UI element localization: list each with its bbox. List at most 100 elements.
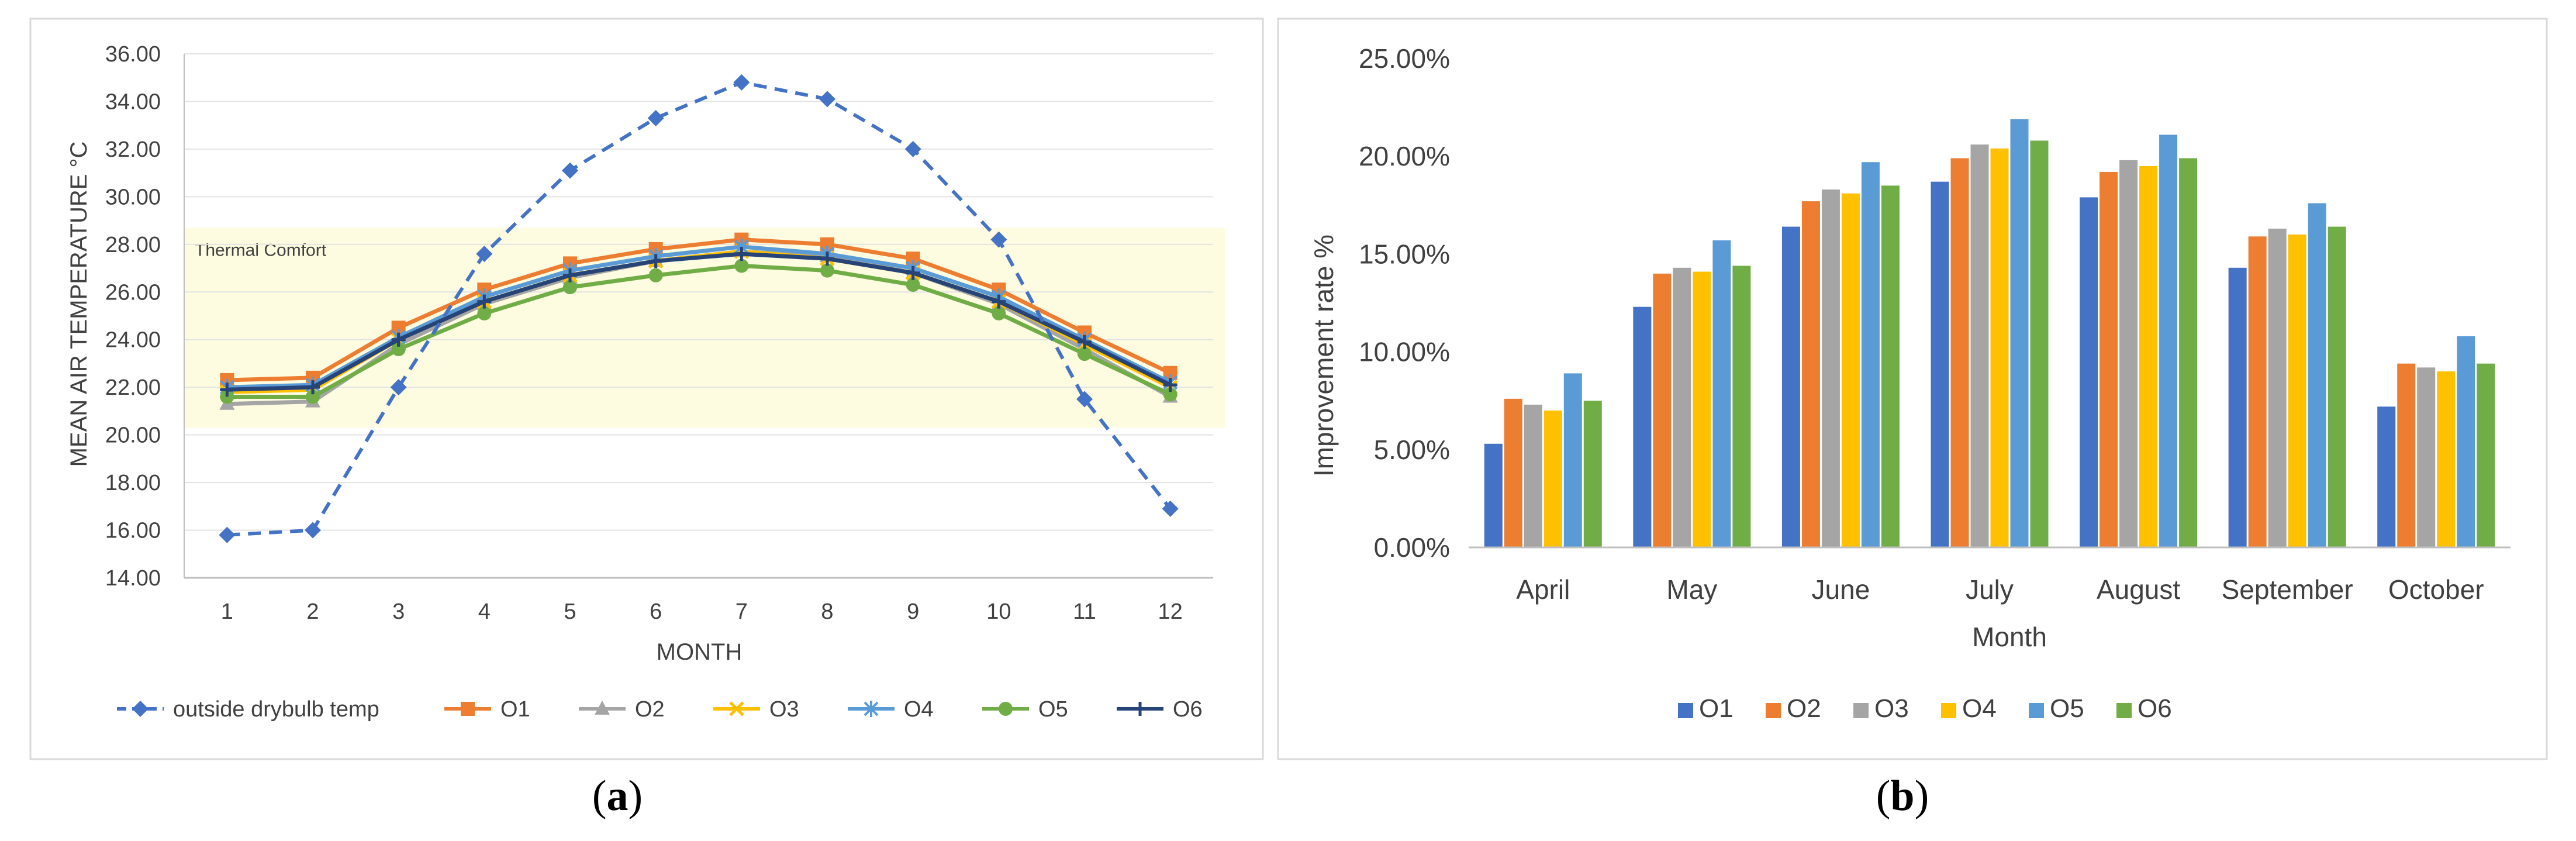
- thermal-comfort-label: Thermal Comfort: [195, 240, 327, 260]
- bar: [2139, 166, 2158, 547]
- bar: [1931, 181, 1949, 547]
- bar: [2457, 336, 2475, 547]
- data-point: [648, 254, 663, 268]
- series-line: [227, 251, 1172, 392]
- chart-a-xtick: 11: [1073, 599, 1096, 624]
- bar: [1543, 410, 1562, 547]
- data-point: [220, 382, 234, 397]
- chart-b-ytick: 10.00%: [1359, 337, 1450, 367]
- bar: [1673, 267, 1691, 547]
- bar-group-october: [2377, 336, 2495, 547]
- chart-b-xtick: May: [1666, 574, 1717, 605]
- bar: [2228, 267, 2247, 547]
- data-point: [476, 246, 493, 263]
- bar: [1801, 201, 1820, 547]
- bar: [1861, 162, 1880, 547]
- bar: [2248, 236, 2267, 548]
- chart-b-ytick: 25.00%: [1359, 43, 1450, 74]
- chart-a-xtick: 12: [1158, 599, 1183, 624]
- legend-label: O4: [904, 697, 934, 722]
- legend-label: O1: [1699, 694, 1734, 723]
- data-point: [306, 390, 320, 404]
- bar: [1821, 189, 1840, 548]
- legend-item: O6: [2116, 694, 2172, 723]
- chart-b-xtick: April: [1516, 574, 1570, 605]
- data-point: [1163, 387, 1177, 402]
- chart-b-frame: [1277, 18, 2548, 760]
- data-point: [563, 268, 577, 282]
- bar: [1524, 404, 1542, 547]
- data-point: [1078, 347, 1092, 361]
- data-point: [1076, 391, 1093, 408]
- legend-item: O4: [848, 697, 934, 722]
- legend-item: O4: [1941, 694, 1997, 723]
- bar: [2377, 406, 2396, 547]
- data-point: [990, 231, 1007, 248]
- legend-label: O4: [1962, 694, 1997, 723]
- chart-a-ytick: 18.00: [105, 471, 161, 495]
- data-point: [820, 251, 834, 266]
- panel-label-b-open: (: [1876, 772, 1891, 820]
- data-point: [906, 266, 920, 280]
- chart-b-xtick: June: [1812, 574, 1870, 605]
- legend-item: O2: [579, 697, 665, 722]
- chart-a-ytick: 24.00: [105, 328, 161, 353]
- data-point: [992, 306, 1006, 320]
- legend-item: O2: [1766, 694, 1821, 723]
- series-line: [227, 263, 1172, 399]
- chart-a-ylabel: MEAN AIR TEMPERATURE °C: [66, 142, 92, 467]
- chart-a-xlabel: MONTH: [657, 639, 743, 665]
- panel-label-a-open: (: [592, 772, 607, 820]
- chart-b-xtick: August: [2097, 574, 2180, 605]
- chart-a-xtick: 4: [478, 599, 491, 624]
- bar-group-september: [2228, 203, 2346, 548]
- bar: [1484, 443, 1503, 547]
- data-point: [734, 258, 749, 273]
- legend-label: O6: [2138, 694, 2172, 723]
- series-line: [227, 237, 1172, 382]
- chart-a-xtick: 3: [392, 599, 405, 624]
- chart-a-xtick: 6: [650, 599, 662, 624]
- legend-marker: [132, 701, 149, 717]
- data-point: [306, 380, 320, 395]
- chart-b-xtick: October: [2388, 574, 2484, 605]
- legend-label: O1: [500, 697, 530, 722]
- data-point: [562, 162, 578, 179]
- chart-a-xtick: 1: [221, 599, 233, 624]
- chart-a-ytick: 36.00: [105, 42, 161, 67]
- series-o5: [220, 258, 1177, 404]
- legend-item: O1: [1678, 694, 1734, 723]
- legend-label: outside drybulb temp: [173, 697, 379, 722]
- chart-a-ytick: 14.00: [105, 566, 161, 591]
- legend-item: O6: [1117, 697, 1203, 722]
- chart-b: 0.00% 5.00% 10.00% 15.00% 20.00% 25.00% April…: [1277, 18, 2548, 820]
- bar: [2119, 160, 2138, 547]
- panel-label-a-letter: a: [607, 772, 629, 820]
- panel-label-b-letter: b: [1890, 772, 1914, 820]
- legend-item: O5: [982, 697, 1068, 722]
- legend-item: O3: [1853, 694, 1909, 723]
- data-point: [477, 294, 492, 309]
- legend-label: O2: [635, 697, 665, 722]
- legend-swatch: [1941, 703, 1956, 718]
- legend-label: O3: [1874, 694, 1909, 723]
- bar-group-august: [2080, 135, 2198, 547]
- bar: [2030, 140, 2049, 547]
- bar: [1653, 273, 1672, 547]
- bar: [2159, 135, 2178, 547]
- bar: [2417, 367, 2436, 547]
- chart-b-ytick: 20.00%: [1359, 141, 1450, 171]
- bar: [2179, 158, 2198, 547]
- chart-a-xtick: 8: [821, 599, 833, 624]
- bar-group-may: [1633, 240, 1751, 547]
- legend-marker: [461, 702, 475, 716]
- bar: [1990, 148, 2009, 548]
- chart-a-ytick: 26.00: [105, 280, 161, 305]
- bar: [1583, 401, 1602, 547]
- data-point: [563, 280, 577, 295]
- chart-a-ytick: 20.00: [105, 423, 161, 448]
- bar-group-july: [1931, 119, 2049, 548]
- data-point: [734, 247, 749, 261]
- data-point: [733, 74, 750, 91]
- data-point: [1078, 335, 1092, 349]
